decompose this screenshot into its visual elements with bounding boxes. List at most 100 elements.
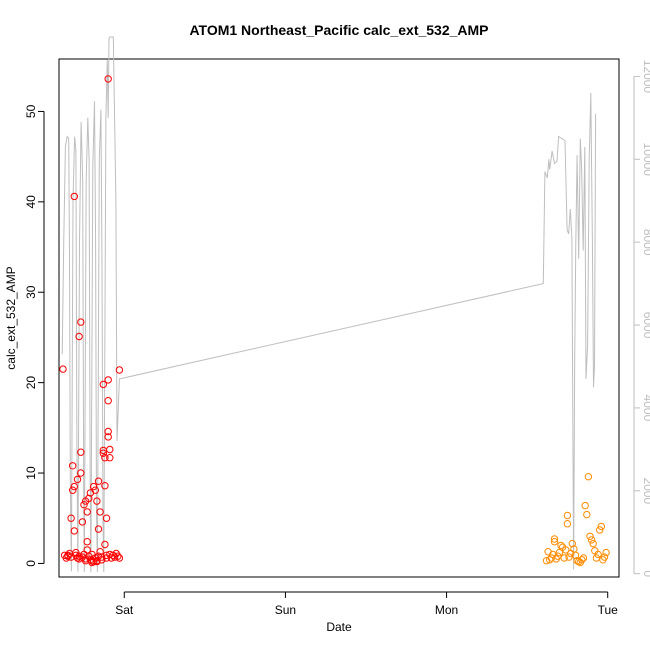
data-point-series-1: [106, 454, 114, 462]
data-point-series-1: [98, 553, 106, 561]
data-point-series-2: [571, 551, 580, 559]
data-point-series-1: [110, 553, 119, 561]
data-point-series-2: [583, 510, 591, 519]
data-point-series-2: [568, 539, 576, 548]
y2-tick-label: 8000: [641, 229, 650, 256]
data-point-series-1: [85, 494, 93, 503]
right-axis-line-series: [61, 36, 597, 573]
y-tick-label: 20: [24, 376, 38, 390]
data-point-series-1: [102, 514, 111, 522]
data-point-series-2: [597, 522, 605, 531]
data-point-series-1: [96, 508, 104, 516]
data-point-series-1: [94, 477, 103, 485]
data-point-series-2: [594, 550, 602, 559]
data-point-series-1: [104, 433, 112, 441]
data-point-series-1: [64, 551, 72, 559]
data-point-series-2: [579, 554, 588, 562]
data-point-series-2: [562, 546, 570, 554]
data-point-series-1: [69, 462, 77, 470]
data-point-series-1: [104, 427, 112, 436]
y-tick-label: 30: [24, 285, 38, 299]
data-point-series-1: [96, 548, 104, 556]
data-point-series-1: [69, 486, 77, 494]
data-point-series-2: [587, 536, 596, 544]
y2-tick-label: 6000: [641, 312, 650, 339]
data-point-series-1: [101, 540, 109, 549]
data-point-series-1: [83, 508, 91, 516]
y-tick-label: 50: [24, 104, 38, 118]
axes: 0 10 20 30 40 50 0 2000 4000 6000 8000 10000 12000 Sa…: [24, 60, 650, 617]
data-point-series-1: [102, 554, 111, 562]
data-point-series-1: [89, 557, 98, 566]
data-point-series-1: [104, 376, 112, 384]
data-point-series-2: [550, 535, 559, 543]
data-point-series-2: [581, 501, 589, 510]
data-point-series-1: [80, 501, 88, 509]
data-point-series-2: [586, 532, 594, 540]
data-point-series-2: [550, 538, 559, 546]
x-tick-label: Tue: [598, 603, 619, 617]
y2-tick-label: 2000: [641, 477, 650, 504]
x-axis-label: Date: [326, 620, 352, 634]
x-tick-label: Sun: [275, 603, 296, 617]
data-point-series-1: [83, 538, 91, 546]
data-point-series-1: [67, 514, 75, 522]
data-point-series-1: [91, 486, 100, 494]
data-point-series-1: [73, 554, 82, 562]
data-point-series-1: [77, 448, 85, 456]
data-point-series-1: [70, 527, 79, 535]
y2-tick-label: 4000: [641, 395, 650, 422]
x-tick-label: Mon: [435, 603, 458, 617]
data-point-series-1: [77, 318, 85, 326]
y-tick-label: 0: [24, 560, 38, 567]
data-point-series-1: [93, 497, 101, 505]
data-point-series-1: [73, 475, 82, 484]
data-point-series-2: [578, 556, 586, 564]
data-point-series-1: [77, 469, 85, 477]
plot-box: [58, 58, 620, 578]
data-point-series-1: [99, 380, 108, 389]
data-point-series-1: [114, 552, 122, 560]
y2-tick-label: 12000: [641, 60, 650, 94]
data-point-series-1: [75, 555, 83, 563]
data-point-series-2: [563, 520, 572, 528]
data-point-series-1: [98, 556, 106, 564]
data-point-series-1: [115, 554, 124, 562]
data-point-series-2: [600, 553, 609, 561]
data-point-series-1: [70, 192, 79, 201]
data-point-series-2: [563, 511, 572, 520]
data-point-series-1: [99, 449, 108, 457]
data-point-series-2: [544, 548, 552, 556]
data-point-series-1: [75, 552, 83, 560]
data-point-series-2: [584, 473, 593, 481]
data-point-series-2: [565, 553, 573, 561]
data-point-series-2: [560, 554, 568, 562]
scatter-points: [59, 75, 610, 567]
data-point-series-2: [589, 539, 597, 548]
data-point-series-2: [592, 554, 601, 562]
data-point-series-1: [115, 366, 124, 374]
y-tick-label: 10: [24, 466, 38, 480]
x-tick-label: Sat: [115, 603, 134, 617]
data-point-series-2: [602, 548, 610, 557]
data-point-series-1: [59, 365, 67, 373]
data-point-series-2: [596, 526, 604, 534]
data-point-series-1: [104, 397, 112, 405]
data-point-series-1: [75, 332, 83, 341]
data-point-series-1: [101, 454, 109, 462]
y-tick-label: 40: [24, 195, 38, 209]
data-point-series-2: [557, 541, 565, 550]
data-point-series-1: [88, 558, 96, 567]
y2-tick-label: 0: [641, 570, 650, 577]
data-point-series-2: [555, 548, 564, 557]
chart-title: ATOM1 Northeast_Pacific calc_ext_532_AMP: [189, 22, 488, 38]
data-point-series-1: [94, 525, 103, 533]
data-point-series-1: [93, 557, 101, 566]
y-axis-label: calc_ext_532_AMP: [4, 266, 18, 369]
data-point-series-1: [89, 482, 98, 491]
y2-tick-label: 10000: [641, 143, 650, 177]
data-point-series-1: [70, 482, 79, 491]
data-point-series-1: [101, 482, 109, 490]
data-point-series-1: [104, 75, 112, 83]
